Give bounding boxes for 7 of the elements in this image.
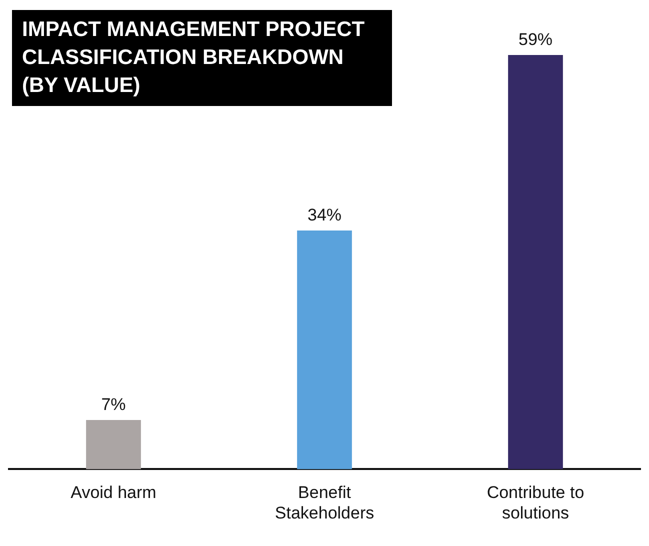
data-label: 7% — [101, 395, 126, 414]
data-label: 34% — [307, 206, 342, 225]
x-tick-label: Contribute to solutions — [486, 483, 584, 522]
chart-title: IMPACT MANAGEMENT PROJECT CLASSIFICATION BREAKDOWN (BY VALUE) — [12, 10, 392, 106]
x-tick-label: Benefit Stakeholders — [274, 483, 374, 522]
x-tick-label: Avoid harm — [70, 483, 156, 502]
data-label: 59% — [518, 30, 553, 50]
